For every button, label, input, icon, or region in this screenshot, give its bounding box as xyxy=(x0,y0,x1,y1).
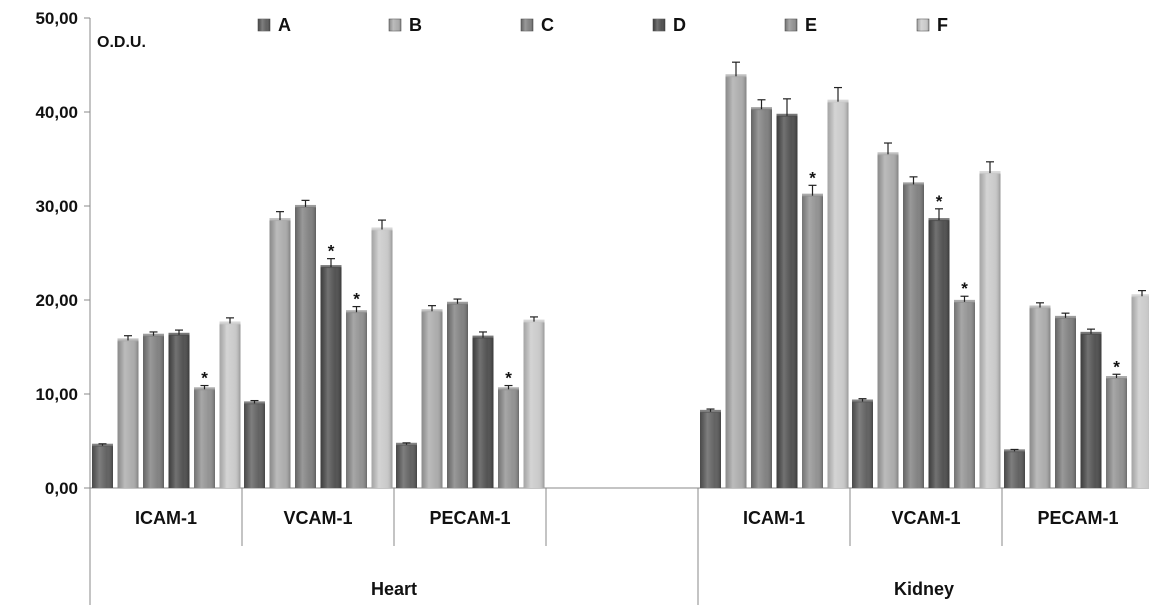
category-label: ICAM-1 xyxy=(135,508,197,528)
bar-shading xyxy=(447,303,468,488)
bars xyxy=(92,61,1149,489)
bar-shading xyxy=(954,301,975,488)
y-tick-label: 40,00 xyxy=(35,103,78,122)
bar-shading xyxy=(877,154,899,489)
bar-shading xyxy=(244,403,265,488)
legend-swatch-shading xyxy=(258,19,270,31)
bar-shading xyxy=(776,115,798,488)
bar-shading xyxy=(751,109,772,489)
legend: A B C D E F xyxy=(257,15,948,35)
bar-shading xyxy=(371,229,393,488)
bar-shading xyxy=(498,389,519,488)
significance-marker: * xyxy=(353,290,360,309)
bar-shading xyxy=(1131,296,1149,488)
axis-labels: 0,00 10,00 20,00 30,00 40,00 50,00 ICAM-1 * VCAM… xyxy=(35,9,1120,599)
bar-shading xyxy=(421,311,443,488)
bar-shading xyxy=(396,444,417,488)
y-tick-label: 50,00 xyxy=(35,9,78,28)
group-label: Heart xyxy=(371,579,417,599)
legend-label: B xyxy=(409,15,422,35)
category-label: PECAM-1 xyxy=(1037,508,1118,528)
bar-shading xyxy=(168,334,190,488)
y-unit-label: O.D.U. xyxy=(97,34,146,51)
category-label: VCAM-1 xyxy=(283,508,352,528)
significance-marker: * xyxy=(1113,357,1120,376)
y-tick-label: 30,00 xyxy=(35,197,78,216)
bar-cap xyxy=(1131,294,1149,298)
bar-shading xyxy=(700,411,721,488)
significance-marker: * xyxy=(201,369,208,388)
bar-shading xyxy=(827,101,849,488)
bar-shading xyxy=(1004,451,1025,488)
significance-marker: * xyxy=(809,168,816,187)
legend-swatch-shading xyxy=(389,19,401,31)
bar-shading xyxy=(1055,317,1076,488)
bar-shading xyxy=(1080,333,1102,488)
bar-shading xyxy=(194,389,215,488)
legend-swatch-shading xyxy=(785,19,797,31)
legend-label: C xyxy=(541,15,554,35)
bar-shading xyxy=(928,220,950,488)
group-label: Kidney xyxy=(894,579,954,599)
category-label: VCAM-1 xyxy=(891,508,960,528)
bar-shading xyxy=(725,76,747,488)
bar-shading xyxy=(143,335,164,488)
legend-label: A xyxy=(278,15,291,35)
legend-label: F xyxy=(937,15,948,35)
category-label: PECAM-1 xyxy=(429,508,510,528)
bar-shading xyxy=(523,321,545,488)
bar-shading xyxy=(269,220,291,488)
bar-shading xyxy=(295,206,316,488)
bar-shading xyxy=(472,337,494,488)
y-tick-label: 20,00 xyxy=(35,291,78,310)
bar-shading xyxy=(852,401,873,488)
bar-shading xyxy=(903,184,924,488)
legend-swatch-shading xyxy=(917,19,929,31)
y-tick-label: 10,00 xyxy=(35,385,78,404)
y-tick-label: 0,00 xyxy=(45,479,78,498)
legend-label: D xyxy=(673,15,686,35)
legend-label: E xyxy=(805,15,817,35)
bar-shading xyxy=(320,267,342,488)
bar-shading xyxy=(92,445,113,488)
significance-marker: * xyxy=(936,192,943,211)
legend-swatch-shading xyxy=(653,19,665,31)
bar-shading xyxy=(1029,307,1051,488)
bar-shading xyxy=(117,340,139,488)
legend-swatch-shading xyxy=(521,19,533,31)
bar-shading xyxy=(802,195,823,488)
bar-shading xyxy=(1106,378,1127,488)
significance-marker: * xyxy=(505,369,512,388)
significance-marker: * xyxy=(328,242,335,261)
category-label: ICAM-1 xyxy=(743,508,805,528)
bar-shading xyxy=(219,323,241,488)
significance-marker: * xyxy=(961,279,968,298)
bar-shading xyxy=(979,173,1001,488)
bar-shading xyxy=(346,312,367,488)
